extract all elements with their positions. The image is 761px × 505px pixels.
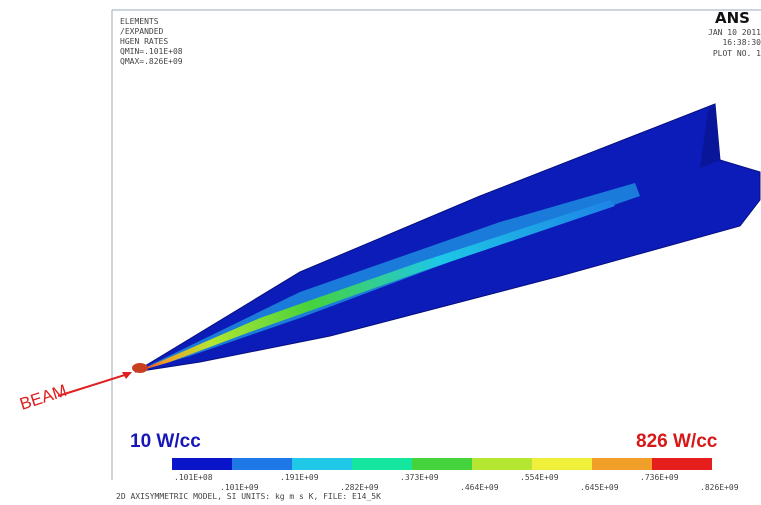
time: 16:38:30 (722, 38, 761, 47)
legend-label: .282E+09 (340, 483, 379, 492)
beam-arrow (58, 374, 128, 396)
legend-label: .826E+09 (700, 483, 739, 492)
date: JAN 10 2011 (708, 28, 761, 37)
model-tip (132, 363, 148, 373)
legend-label: .101E+08 (174, 473, 213, 482)
legend-swatch (592, 458, 652, 470)
info-line: /EXPANDED (120, 27, 164, 36)
logo: ANS (715, 9, 750, 27)
legend-swatch (652, 458, 712, 470)
max-label: 826 W/cc (636, 431, 718, 452)
legend-label: .373E+09 (400, 473, 439, 482)
legend-swatch (232, 458, 292, 470)
legend-swatch (292, 458, 352, 470)
info-line: QMIN=.101E+08 (120, 47, 183, 56)
legend-label: .645E+09 (580, 483, 619, 492)
legend-label: .101E+09 (220, 483, 259, 492)
legend-label: .554E+09 (520, 473, 559, 482)
legend-swatch (352, 458, 412, 470)
footer: 2D AXISYMMETRIC MODEL, SI UNITS: kg m s … (116, 492, 381, 501)
plot-number: PLOT NO. 1 (713, 49, 761, 58)
info-line: ELEMENTS (120, 17, 159, 26)
legend-label: .191E+09 (280, 473, 319, 482)
legend-swatch (472, 458, 532, 470)
min-label: 10 W/cc (130, 431, 201, 452)
legend-swatch (412, 458, 472, 470)
legend-swatch (532, 458, 592, 470)
screenshot: ELEMENTS/EXPANDEDHGEN RATESQMIN=.101E+08… (0, 0, 761, 505)
model-core (136, 200, 615, 372)
legend-label: .736E+09 (640, 473, 679, 482)
legend-swatch (172, 458, 232, 470)
info-line: QMAX=.826E+09 (120, 57, 183, 66)
info-line: HGEN RATES (120, 37, 168, 46)
beam-label: BEAM (17, 381, 69, 414)
legend-label: .464E+09 (460, 483, 499, 492)
